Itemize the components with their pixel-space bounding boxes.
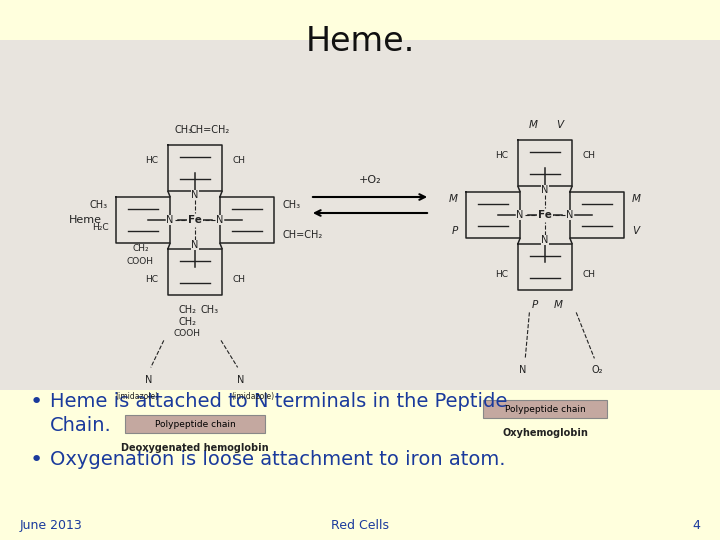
Text: +O₂: +O₂ [359, 175, 382, 185]
Text: HC: HC [495, 269, 508, 279]
Text: CH₂: CH₂ [179, 318, 196, 327]
Text: Fe: Fe [538, 210, 552, 220]
Bar [0, 40, 720, 390]
Text: N: N [237, 375, 245, 386]
Text: Heme.: Heme. [305, 25, 415, 58]
Text: CH: CH [232, 274, 245, 284]
Text: N: N [192, 240, 199, 250]
Text: CH=CH₂: CH=CH₂ [189, 125, 230, 134]
Text: CH=CH₂: CH=CH₂ [282, 230, 323, 240]
Text: M: M [529, 119, 538, 130]
Text: V: V [556, 119, 563, 130]
Text: P: P [451, 226, 458, 235]
Text: CH₃: CH₃ [200, 306, 219, 315]
Text: •: • [30, 450, 43, 470]
Text: CH₂: CH₂ [179, 306, 196, 315]
Text: CH₃: CH₃ [174, 125, 193, 134]
Text: N: N [216, 215, 224, 225]
Text: N: N [516, 210, 523, 220]
Text: Oxygenation is loose attachment to iron atom.: Oxygenation is loose attachment to iron … [50, 450, 505, 469]
Text: Polypeptide chain: Polypeptide chain [155, 420, 235, 429]
Text: Heme: Heme [68, 215, 102, 225]
Text: V: V [632, 226, 639, 235]
Text: CH₃: CH₃ [282, 200, 300, 211]
Text: Chain.: Chain. [50, 416, 112, 435]
Text: P: P [531, 300, 538, 310]
Text: N: N [566, 210, 574, 220]
Text: (imidazole): (imidazole) [232, 393, 275, 401]
Text: COOH: COOH [127, 257, 154, 266]
Text: (imidazole): (imidazole) [115, 393, 158, 401]
Text: N: N [519, 366, 527, 375]
Text: Deoxygenated hemoglobin: Deoxygenated hemoglobin [121, 443, 269, 454]
Text: •: • [30, 392, 43, 412]
Text: O₂: O₂ [591, 366, 603, 375]
Text: Red Cells: Red Cells [331, 519, 389, 532]
Text: 4: 4 [692, 519, 700, 532]
Text: Oxyhemoglobin: Oxyhemoglobin [502, 428, 588, 438]
Text: N: N [541, 235, 549, 245]
Text: CH: CH [582, 152, 595, 160]
Text: N: N [166, 215, 174, 225]
Text: M: M [554, 300, 562, 310]
Bar [125, 415, 265, 434]
Text: June 2013: June 2013 [20, 519, 83, 532]
Text: H₂C: H₂C [92, 224, 109, 232]
Text: Polypeptide chain: Polypeptide chain [505, 405, 585, 414]
Text: Heme is attached to N terminals in the Peptide: Heme is attached to N terminals in the P… [50, 392, 508, 411]
Text: HC: HC [145, 157, 158, 165]
Text: N: N [192, 190, 199, 200]
Text: N: N [145, 375, 152, 386]
Text: CH₃: CH₃ [90, 200, 108, 211]
Text: HC: HC [495, 152, 508, 160]
Text: M: M [632, 194, 641, 205]
Text: M: M [449, 194, 458, 205]
Text: CH: CH [582, 269, 595, 279]
Text: N: N [541, 185, 549, 195]
Text: HC: HC [145, 274, 158, 284]
Text: CH: CH [232, 157, 245, 165]
Text: CH₂: CH₂ [132, 244, 149, 253]
Text: COOH: COOH [174, 329, 201, 339]
Text: Fe: Fe [188, 215, 202, 225]
Bar [482, 400, 608, 418]
